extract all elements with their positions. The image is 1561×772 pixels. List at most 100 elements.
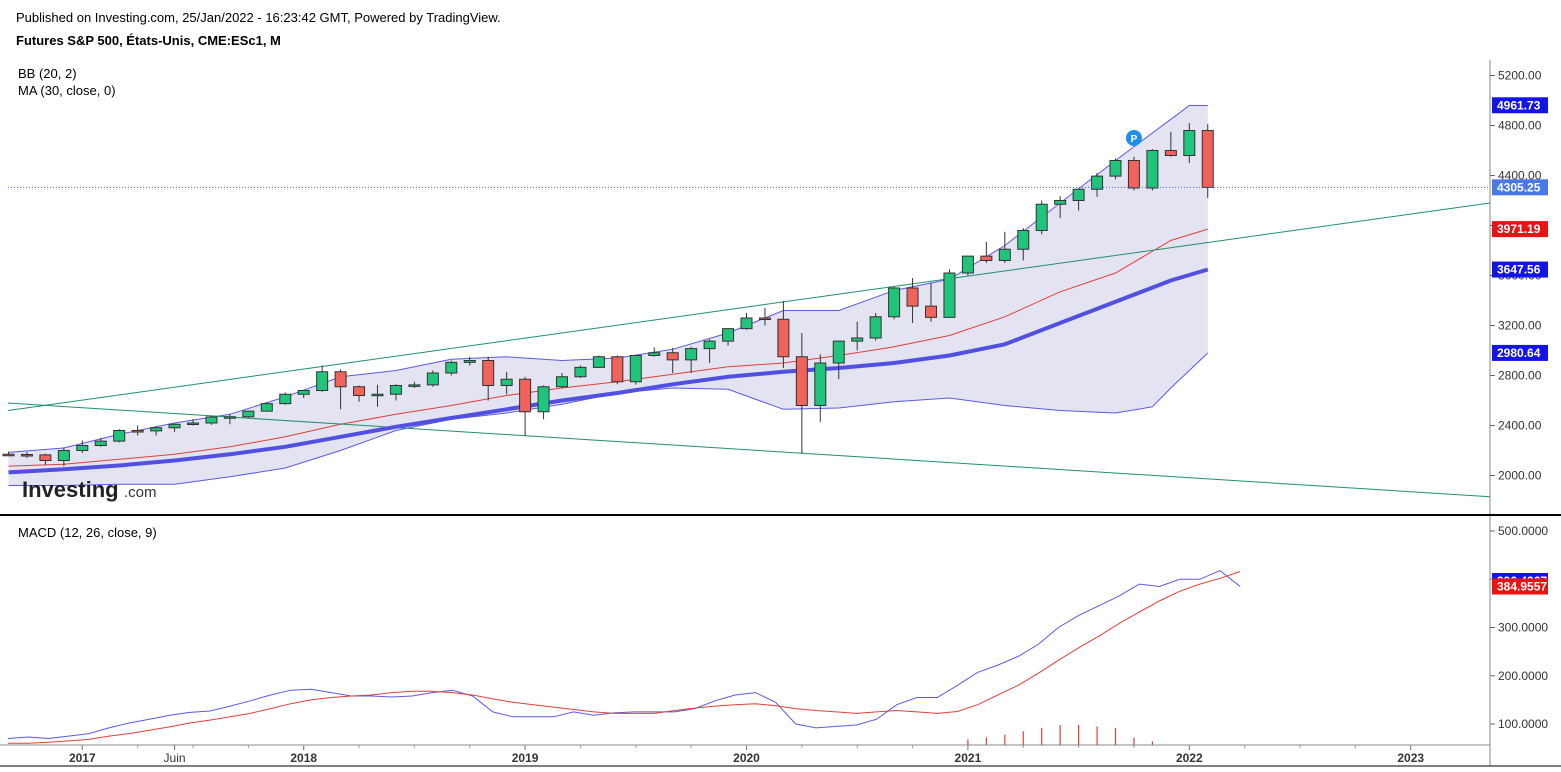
candle xyxy=(2,451,15,457)
bb-upper-band xyxy=(8,105,1208,453)
candle-body xyxy=(685,348,698,361)
candle-body xyxy=(740,317,753,330)
price-tag: 4305.25 xyxy=(1497,180,1541,194)
time-tick-label: 2022 xyxy=(1176,751,1203,765)
candle-body xyxy=(1164,150,1177,156)
macd-line xyxy=(7,570,1241,740)
macd-indicator-label[interactable]: MACD (12, 26, close, 9) xyxy=(18,525,157,540)
candle-body xyxy=(205,416,218,424)
candle xyxy=(795,333,808,453)
candle xyxy=(814,354,827,422)
candle-body xyxy=(574,366,587,378)
candle-body xyxy=(445,361,458,374)
candle-body xyxy=(1146,150,1159,189)
candle xyxy=(1164,131,1177,157)
time-tick-label: 2018 xyxy=(290,751,317,765)
candle-body xyxy=(297,390,310,395)
candle xyxy=(998,231,1011,263)
candle xyxy=(39,453,52,465)
candle xyxy=(223,414,236,425)
candle-body xyxy=(851,337,864,342)
candle-body xyxy=(389,385,402,395)
candle-body xyxy=(57,450,70,461)
candle xyxy=(519,376,532,436)
candle xyxy=(980,241,993,263)
candle-body xyxy=(832,340,845,364)
candle-body xyxy=(482,360,495,386)
candle-body xyxy=(611,356,624,383)
candle xyxy=(426,370,439,387)
candle xyxy=(740,313,753,330)
macd-tag: 384.9557 xyxy=(1497,580,1547,594)
candle-body xyxy=(1091,175,1104,190)
bb-fill xyxy=(8,105,1208,486)
price-tag: 4961.73 xyxy=(1497,98,1541,112)
candle-body xyxy=(777,318,790,358)
candle-body xyxy=(2,453,15,457)
candle-body xyxy=(722,328,735,342)
candle-body xyxy=(260,403,273,412)
time-tick-label: 2023 xyxy=(1397,751,1424,765)
time-tick-label: 2019 xyxy=(512,751,539,765)
candle-body xyxy=(76,445,89,451)
price-tick-label: 2000.00 xyxy=(1498,469,1542,483)
macd-tick-label: 200.0000 xyxy=(1498,669,1548,683)
candle-body xyxy=(980,255,993,261)
price-tick-label: 4400.00 xyxy=(1498,169,1542,183)
pivot-marker[interactable]: P xyxy=(1125,130,1142,146)
price-tags: 4961.73 4305.25 3971.19 3647.56 2980.64 xyxy=(1492,97,1548,361)
candle-body xyxy=(20,454,33,457)
price-tick-label: 5200.00 xyxy=(1498,69,1542,83)
candle-body xyxy=(906,287,919,307)
candle-body xyxy=(556,376,568,388)
candle xyxy=(334,369,347,410)
candle xyxy=(76,440,89,453)
ma-indicator-label[interactable]: MA (30, close, 0) xyxy=(18,83,116,98)
macd-tick-label: 100.0000 xyxy=(1498,717,1548,731)
logo-text: Investing xyxy=(22,477,119,502)
candle xyxy=(408,381,421,388)
candle-body xyxy=(869,316,882,339)
bb-indicator-label[interactable]: BB (20, 2) xyxy=(18,66,77,81)
price-tag-bg xyxy=(1492,97,1548,114)
candle-body xyxy=(758,317,771,320)
candle xyxy=(113,429,126,443)
price-tick-label: 4800.00 xyxy=(1498,119,1542,133)
candle-body xyxy=(113,430,126,442)
price-tick-label: 3200.00 xyxy=(1498,319,1542,333)
pivot-marker-label: P xyxy=(1131,134,1138,145)
candle-body xyxy=(998,248,1011,261)
candle-body xyxy=(1127,160,1140,189)
candle xyxy=(463,356,476,366)
candle xyxy=(371,384,384,407)
candle xyxy=(906,278,919,323)
time-tick-label: 2017 xyxy=(69,751,96,765)
ma-line xyxy=(8,267,1209,475)
candle-body xyxy=(666,352,679,361)
candle xyxy=(1127,156,1140,191)
candles[interactable] xyxy=(2,123,1214,467)
candle-body xyxy=(131,430,144,433)
candle-body xyxy=(426,372,439,386)
macd-tick-label: 300.0000 xyxy=(1498,621,1548,635)
candle xyxy=(574,365,587,378)
candle-body xyxy=(592,356,605,368)
candle xyxy=(943,269,956,318)
candle-body xyxy=(703,340,716,350)
candle-body xyxy=(408,384,421,387)
macd-signal-line xyxy=(8,571,1241,744)
trendlines xyxy=(7,202,1491,498)
price-tag-bg xyxy=(1492,179,1548,196)
candle xyxy=(1054,196,1067,218)
logo-suffix: .com xyxy=(124,484,157,501)
candle xyxy=(777,301,790,368)
pivot-marker-circle xyxy=(1125,130,1142,146)
macd-panel[interactable]: 100.0000200.0000300.0000400.0000500.0000… xyxy=(7,524,1548,745)
time-axis[interactable]: 2017 Juin 2018 2019 2020 2021 2022 2023 xyxy=(69,745,1424,765)
candle-body xyxy=(648,352,661,356)
candle-body xyxy=(888,287,901,318)
candle xyxy=(888,286,901,320)
candle xyxy=(316,365,329,392)
candle xyxy=(1201,124,1214,198)
